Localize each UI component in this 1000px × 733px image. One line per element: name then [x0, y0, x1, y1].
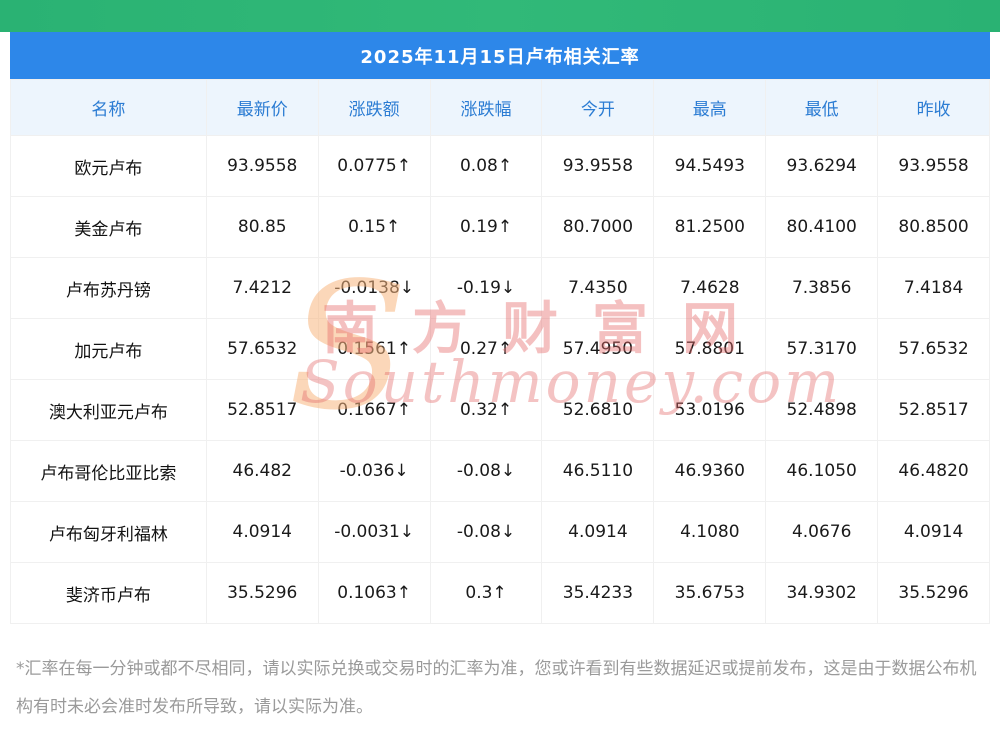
cell-prev-close: 93.9558	[877, 135, 990, 197]
cell-open: 4.0914	[541, 501, 655, 563]
column-header-change-pct: 涨跌幅	[429, 79, 543, 136]
rates-table-body: 欧元卢布 93.9558 0.0775↑ 0.08↑ 93.9558 94.5493 93.…	[10, 135, 990, 624]
table-row: 卢布匈牙利福林 4.0914 -0.0031↓ -0.08↓ 4.0914 4.1080 4…	[10, 501, 990, 563]
page-title: 2025年11月15日卢布相关汇率	[360, 46, 640, 68]
disclaimer-note: *汇率在每一分钟或都不尽相同，请以实际兑换或交易时的汇率为准，您或许看到有些数据…	[16, 659, 977, 717]
cell-high: 4.1080	[653, 501, 767, 563]
column-header-name: 名称	[10, 79, 207, 136]
cell-open: 57.4950	[541, 318, 655, 380]
table-row: 卢布哥伦比亚比索 46.482 -0.036↓ -0.08↓ 46.5110 46.936…	[10, 440, 990, 502]
cell-last-price: 7.4212	[205, 257, 319, 319]
cell-prev-close: 80.8500	[877, 196, 990, 258]
cell-change: -0.0138↓	[317, 257, 431, 319]
column-header-prev-close: 昨收	[877, 79, 990, 136]
cell-high: 53.0196	[653, 379, 767, 441]
cell-change-pct: 0.19↑	[429, 196, 543, 258]
cell-low: 7.3856	[765, 257, 879, 319]
cell-open: 46.5110	[541, 440, 655, 502]
cell-open: 35.4233	[541, 562, 655, 624]
column-header-open: 今开	[541, 79, 655, 136]
cell-high: 7.4628	[653, 257, 767, 319]
cell-change-pct: 0.3↑	[429, 562, 543, 624]
cell-prev-close: 57.6532	[877, 318, 990, 380]
cell-prev-close: 7.4184	[877, 257, 990, 319]
cell-last-price: 35.5296	[205, 562, 319, 624]
table-row: 澳大利亚元卢布 52.8517 0.1667↑ 0.32↑ 52.6810 53.0196…	[10, 379, 990, 441]
table-header-row: 名称 最新价 涨跌额 涨跌幅 今开 最高 最低 昨收	[10, 79, 990, 136]
cell-last-price: 46.482	[205, 440, 319, 502]
cell-name: 欧元卢布	[10, 135, 207, 197]
cell-name: 斐济币卢布	[10, 562, 207, 624]
cell-change-pct: 0.32↑	[429, 379, 543, 441]
cell-name: 卢布苏丹镑	[10, 257, 207, 319]
cell-change: 0.1063↑	[317, 562, 431, 624]
table-row: 美金卢布 80.85 0.15↑ 0.19↑ 80.7000 81.2500 80.4100…	[10, 196, 990, 258]
cell-change: -0.036↓	[317, 440, 431, 502]
title-bar: 2025年11月15日卢布相关汇率	[10, 32, 990, 79]
table-row: 欧元卢布 93.9558 0.0775↑ 0.08↑ 93.9558 94.5493 93.…	[10, 135, 990, 197]
exchange-rates-table: 名称 最新价 涨跌额 涨跌幅 今开 最高 最低 昨收 欧元卢布 93.9558 0.…	[10, 79, 990, 624]
cell-high: 81.2500	[653, 196, 767, 258]
cell-change: 0.1561↑	[317, 318, 431, 380]
cell-change-pct: -0.08↓	[429, 440, 543, 502]
cell-low: 52.4898	[765, 379, 879, 441]
cell-change-pct: 0.27↑	[429, 318, 543, 380]
top-green-bar	[0, 0, 1000, 32]
cell-change-pct: -0.08↓	[429, 501, 543, 563]
cell-change: -0.0031↓	[317, 501, 431, 563]
cell-last-price: 4.0914	[205, 501, 319, 563]
column-header-last: 最新价	[205, 79, 319, 136]
cell-open: 80.7000	[541, 196, 655, 258]
column-header-high: 最高	[653, 79, 767, 136]
cell-name: 加元卢布	[10, 318, 207, 380]
cell-last-price: 80.85	[205, 196, 319, 258]
cell-high: 57.8801	[653, 318, 767, 380]
cell-open: 7.4350	[541, 257, 655, 319]
page-container: 2025年11月15日卢布相关汇率 名称 最新价 涨跌额 涨跌幅 今开 最高 最…	[0, 32, 1000, 726]
cell-change-pct: -0.19↓	[429, 257, 543, 319]
cell-last-price: 93.9558	[205, 135, 319, 197]
cell-change-pct: 0.08↑	[429, 135, 543, 197]
cell-prev-close: 4.0914	[877, 501, 990, 563]
cell-low: 93.6294	[765, 135, 879, 197]
cell-low: 57.3170	[765, 318, 879, 380]
cell-change: 0.1667↑	[317, 379, 431, 441]
cell-low: 4.0676	[765, 501, 879, 563]
table-row: 加元卢布 57.6532 0.1561↑ 0.27↑ 57.4950 57.8801 57.…	[10, 318, 990, 380]
cell-name: 美金卢布	[10, 196, 207, 258]
column-header-low: 最低	[765, 79, 879, 136]
cell-name: 卢布哥伦比亚比索	[10, 440, 207, 502]
cell-last-price: 57.6532	[205, 318, 319, 380]
cell-change: 0.0775↑	[317, 135, 431, 197]
cell-low: 46.1050	[765, 440, 879, 502]
column-header-change: 涨跌额	[317, 79, 431, 136]
cell-name: 卢布匈牙利福林	[10, 501, 207, 563]
cell-change: 0.15↑	[317, 196, 431, 258]
cell-low: 34.9302	[765, 562, 879, 624]
cell-name: 澳大利亚元卢布	[10, 379, 207, 441]
cell-open: 93.9558	[541, 135, 655, 197]
cell-low: 80.4100	[765, 196, 879, 258]
table-row: 斐济币卢布 35.5296 0.1063↑ 0.3↑ 35.4233 35.6753 34.…	[10, 562, 990, 624]
cell-high: 46.9360	[653, 440, 767, 502]
cell-open: 52.6810	[541, 379, 655, 441]
cell-last-price: 52.8517	[205, 379, 319, 441]
cell-prev-close: 35.5296	[877, 562, 990, 624]
cell-prev-close: 46.4820	[877, 440, 990, 502]
cell-high: 35.6753	[653, 562, 767, 624]
cell-prev-close: 52.8517	[877, 379, 990, 441]
table-row: 卢布苏丹镑 7.4212 -0.0138↓ -0.19↓ 7.4350 7.4628 7.3…	[10, 257, 990, 319]
cell-high: 94.5493	[653, 135, 767, 197]
